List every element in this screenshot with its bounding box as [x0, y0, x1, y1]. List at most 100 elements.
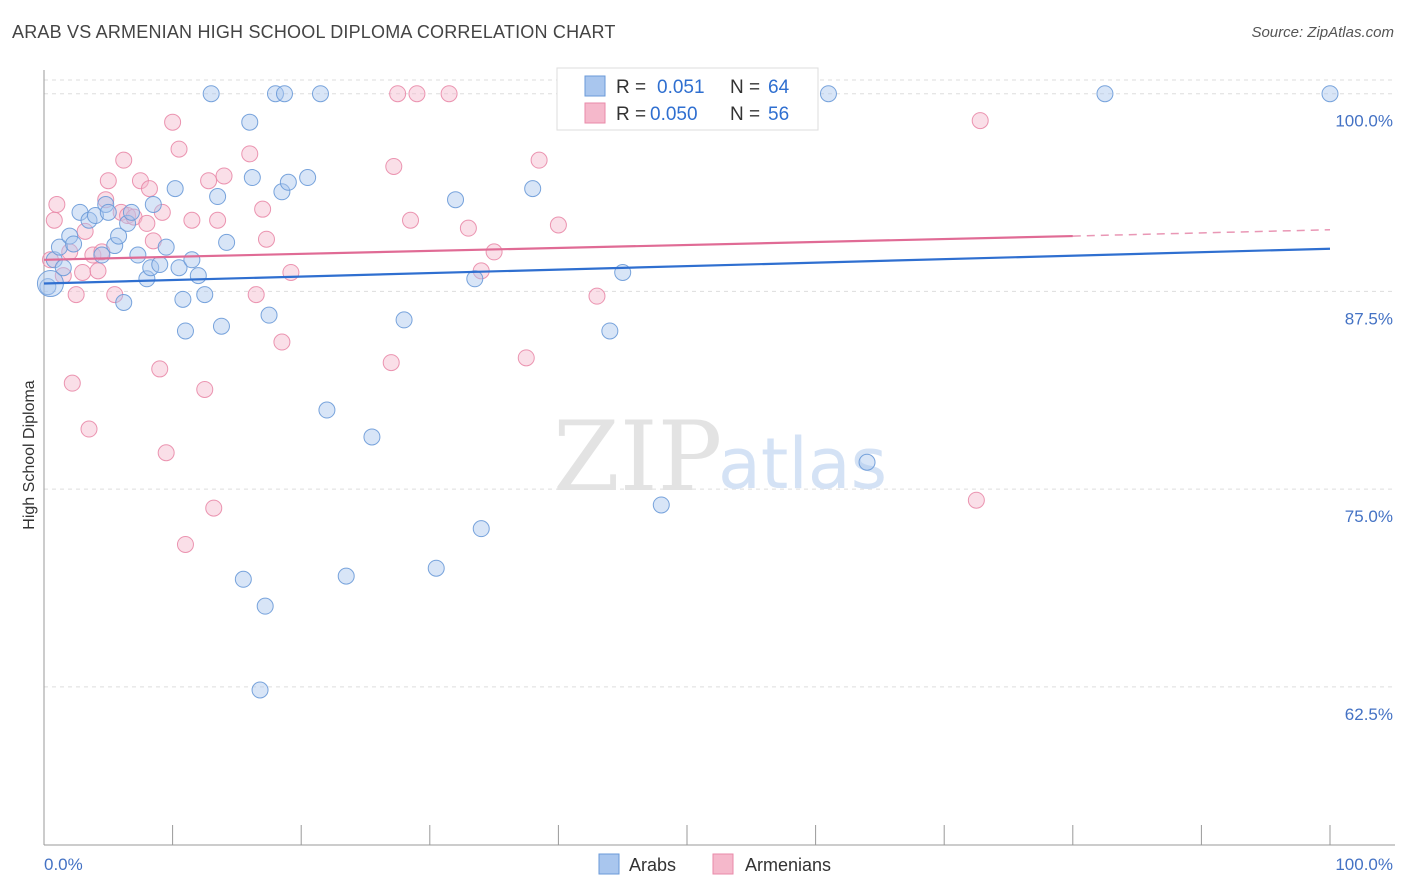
arab-point [427, 559, 445, 577]
armenian-point [247, 286, 265, 304]
bottom-legend-arabs: Arabs [629, 855, 676, 875]
arab-point [311, 85, 329, 103]
armenian-point [485, 243, 503, 261]
arab-point [858, 453, 876, 471]
armenian-point [183, 211, 201, 229]
arab-point [466, 270, 484, 288]
arab-point [202, 85, 220, 103]
trend-lines [43, 228, 1331, 285]
armenian-point [241, 145, 259, 163]
armenian-point [402, 211, 420, 229]
legend: R = 0.051 N = 64 R = 0.050 N = 56 [556, 67, 819, 131]
y-tick-label-1: 75.0% [1345, 507, 1393, 526]
armenian-point [157, 444, 175, 462]
armenian-point [97, 191, 115, 209]
arab-point [241, 113, 259, 131]
armenians-trend-line-dashed [1072, 228, 1331, 237]
arab-point [318, 401, 336, 419]
arab-point [266, 85, 284, 103]
armenian-point [196, 380, 214, 398]
armenian-point [200, 172, 218, 190]
armenian-point [408, 85, 426, 103]
arab-point [115, 294, 133, 311]
arab-point [129, 246, 147, 264]
arab-point [142, 259, 160, 277]
armenian-point [215, 167, 233, 185]
legend-n-value-arabs: 64 [768, 77, 790, 98]
armenian-point [440, 85, 458, 103]
chart-title: ARAB VS ARMENIAN HIGH SCHOOL DIPLOMA COR… [12, 22, 616, 42]
legend-r-label-arabs: R = [616, 77, 646, 98]
arab-point [363, 428, 381, 446]
armenian-point [89, 262, 107, 280]
bottom-legend-swatch-arabs [598, 853, 620, 875]
legend-n-label-arabs: N = [730, 77, 760, 98]
arab-point [251, 681, 269, 699]
watermark: ZIP atlas [553, 401, 887, 513]
arab-point [234, 570, 252, 588]
arab-point [166, 180, 184, 198]
armenian-point [382, 354, 400, 372]
arab-point [256, 597, 274, 615]
arab-point [1096, 85, 1114, 103]
bottom-legend: Arabs Armenians [598, 853, 831, 875]
armenian-point [273, 333, 291, 351]
arab-point [138, 270, 156, 288]
armenian-point [971, 112, 989, 130]
y-tick-labels: 62.5% 75.0% 87.5% 100.0% [1335, 112, 1393, 724]
armenian-point [151, 360, 169, 378]
armenians-trend-line [43, 234, 1073, 261]
armenian-point [140, 180, 158, 198]
arabs-points [36, 85, 1339, 699]
arab-point [652, 496, 670, 514]
arab-point [196, 286, 214, 304]
arab-point [275, 85, 293, 103]
arab-point [279, 173, 297, 191]
arab-point [151, 256, 169, 274]
arab-point [86, 207, 104, 225]
armenian-point [63, 374, 81, 392]
arab-point [212, 317, 230, 335]
arab-point [50, 238, 68, 256]
grid-lines [44, 79, 1395, 688]
arab-point [183, 251, 201, 269]
armenian-point [74, 263, 92, 281]
armenian-point [48, 195, 66, 213]
legend-swatch-arabs [584, 75, 606, 97]
armenian-point [517, 349, 535, 367]
armenian-point [205, 499, 223, 517]
arab-point [119, 214, 137, 232]
arab-point [144, 195, 162, 213]
legend-r-label-armenians: R = [616, 104, 646, 125]
arab-point [99, 203, 117, 221]
arab-point [189, 267, 207, 285]
armenian-point [257, 230, 275, 248]
arab-point [299, 169, 317, 187]
arab-point [273, 183, 291, 201]
armenian-point [588, 287, 606, 305]
armenian-point [80, 420, 98, 438]
armenian-point [385, 157, 403, 175]
armenian-point [67, 286, 85, 304]
arab-point [243, 169, 261, 187]
arab-point [337, 567, 355, 585]
armenian-point [170, 140, 188, 158]
armenian-point [99, 172, 117, 190]
armenian-point [254, 200, 272, 218]
armenian-point [209, 211, 227, 229]
armenian-point [176, 535, 194, 553]
y-axis-label: High School Diploma [21, 380, 38, 530]
y-tick-label-0: 62.5% [1345, 705, 1393, 724]
legend-n-label-armenians: N = [730, 104, 760, 125]
arab-point [157, 238, 175, 256]
armenian-point [549, 216, 567, 234]
arab-point [110, 227, 128, 245]
armenian-point [967, 491, 985, 509]
legend-r-value-armenians: 0.050 [650, 104, 698, 125]
source-label: Source: ZipAtlas.com [1251, 24, 1394, 41]
bottom-legend-armenians: Armenians [745, 855, 831, 875]
y-tick-label-2: 87.5% [1345, 309, 1393, 328]
arab-point [209, 188, 227, 206]
armenian-point [76, 222, 94, 240]
